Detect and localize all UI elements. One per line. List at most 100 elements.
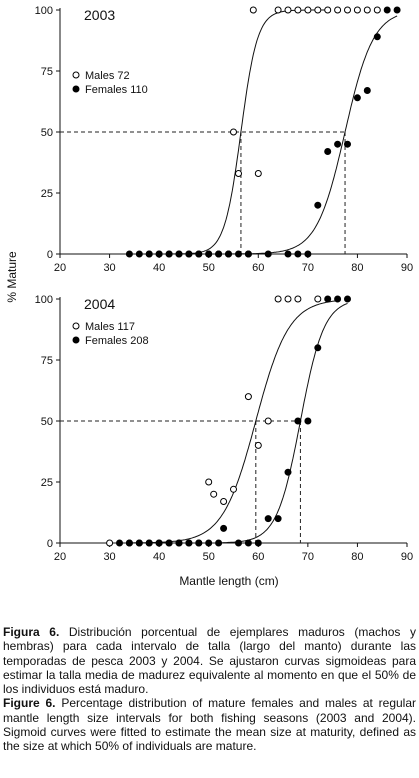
data-point-male — [373, 6, 381, 14]
data-point-male — [314, 6, 322, 14]
x-tick-label: 20 — [54, 551, 66, 563]
data-point-male — [235, 170, 242, 177]
data-point-male — [274, 6, 282, 14]
data-point-male — [314, 295, 322, 303]
data-point-male — [284, 6, 292, 14]
data-point-male — [210, 490, 218, 498]
data-point-male — [344, 6, 351, 14]
data-point-female — [195, 250, 203, 258]
panel-2003: 0 25 50 75 100 20 30 40 50 60 70 80 90 2003 Males 72 Fe… — [35, 5, 413, 274]
data-point-female — [235, 250, 242, 258]
data-point-male — [284, 295, 292, 303]
data-point-female — [155, 539, 163, 547]
data-point-male — [294, 295, 302, 303]
caption-english: Figure 6. Percentage distribution of mat… — [3, 696, 416, 753]
x-tick-label: 20 — [54, 262, 66, 274]
data-point-female — [383, 6, 391, 14]
x-axis-label: Mantle length (cm) — [179, 574, 278, 588]
data-point-female — [116, 539, 123, 547]
data-point-female — [145, 539, 153, 547]
data-point-female — [344, 295, 351, 303]
data-point-male — [324, 6, 332, 14]
legend-label: Males 117 — [85, 321, 135, 333]
data-point-female — [294, 417, 302, 425]
legend-label: Females 110 — [85, 84, 148, 96]
y-tick-label: 75 — [41, 66, 53, 78]
data-point-male — [264, 417, 272, 425]
y-tick-label: 100 — [35, 294, 53, 306]
data-point-female — [264, 515, 272, 523]
data-point-male — [304, 6, 312, 14]
data-point-male — [205, 478, 213, 486]
x-tick-label: 80 — [351, 262, 363, 274]
legend-marker — [72, 322, 80, 330]
x-tick-label: 70 — [302, 262, 314, 274]
legend-marker — [72, 85, 80, 93]
data-point-female — [314, 344, 322, 352]
data-point-female — [314, 201, 322, 209]
data-point-female — [155, 250, 163, 258]
caption-english-label: Figure 6. — [3, 696, 56, 711]
y-tick-label: 50 — [41, 127, 53, 139]
data-point-male — [274, 295, 282, 303]
legend-marker — [72, 336, 80, 344]
data-point-female — [284, 250, 292, 258]
data-point-female — [205, 539, 213, 547]
y-tick-label: 25 — [41, 188, 53, 200]
data-point-male — [244, 393, 252, 401]
data-point-female — [220, 524, 228, 532]
caption-english-text: Percentage distribution of mature female… — [3, 696, 416, 754]
x-tick-label: 50 — [203, 551, 215, 563]
data-point-male — [334, 6, 342, 14]
data-point-female — [235, 539, 242, 547]
data-point-female — [195, 539, 203, 547]
data-point-female — [165, 539, 173, 547]
legend-marker — [72, 71, 80, 79]
data-point-female — [215, 539, 223, 547]
data-point-male — [294, 6, 302, 14]
x-tick-label: 40 — [153, 551, 165, 563]
data-point-female — [344, 140, 351, 148]
data-point-female — [324, 295, 332, 303]
legend-label: Males 72 — [85, 70, 130, 82]
data-point-female — [284, 468, 292, 476]
data-point-female — [225, 250, 232, 258]
x-tick-label: 30 — [103, 262, 115, 274]
legend-label: Females 208 — [85, 335, 149, 347]
caption-spanish-label: Figura 6. — [3, 625, 60, 639]
x-tick-label: 30 — [103, 551, 115, 563]
x-tick-label: 90 — [401, 262, 413, 274]
data-point-female — [363, 87, 371, 94]
data-point-female — [393, 6, 401, 14]
x-tick-label: 90 — [401, 551, 413, 563]
data-point-female — [244, 539, 252, 547]
y-tick-label: 50 — [41, 416, 53, 428]
chart-title: 2004 — [84, 296, 115, 312]
data-point-male — [106, 539, 114, 547]
data-point-male — [220, 498, 228, 505]
fitted-curve — [228, 15, 398, 255]
data-point-female — [304, 250, 312, 258]
panel-2004: 0 25 50 75 100 20 30 40 50 60 70 80 90 2004 Males 117 F… — [35, 294, 413, 563]
data-point-male — [363, 6, 371, 14]
figure-caption: Figura 6. Distribución porcentual de eje… — [3, 625, 416, 754]
y-tick-label: 100 — [35, 5, 53, 17]
x-tick-label: 50 — [203, 262, 215, 274]
data-point-male — [254, 441, 262, 449]
x-tick-label: 40 — [153, 262, 165, 274]
data-point-male — [249, 6, 257, 14]
data-point-female — [274, 515, 282, 523]
data-point-female — [254, 539, 262, 547]
data-point-female — [264, 250, 272, 258]
data-point-female — [135, 250, 143, 258]
data-point-female — [165, 250, 173, 258]
x-tick-label: 60 — [252, 551, 264, 563]
chart-title: 2003 — [84, 7, 115, 23]
data-point-female — [205, 250, 213, 258]
y-tick-label: 75 — [41, 355, 53, 367]
data-point-female — [125, 539, 133, 547]
data-point-female — [353, 94, 361, 102]
data-point-male — [254, 170, 262, 177]
caption-spanish: Figura 6. Distribución porcentual de eje… — [3, 625, 416, 696]
data-point-female — [304, 417, 312, 425]
